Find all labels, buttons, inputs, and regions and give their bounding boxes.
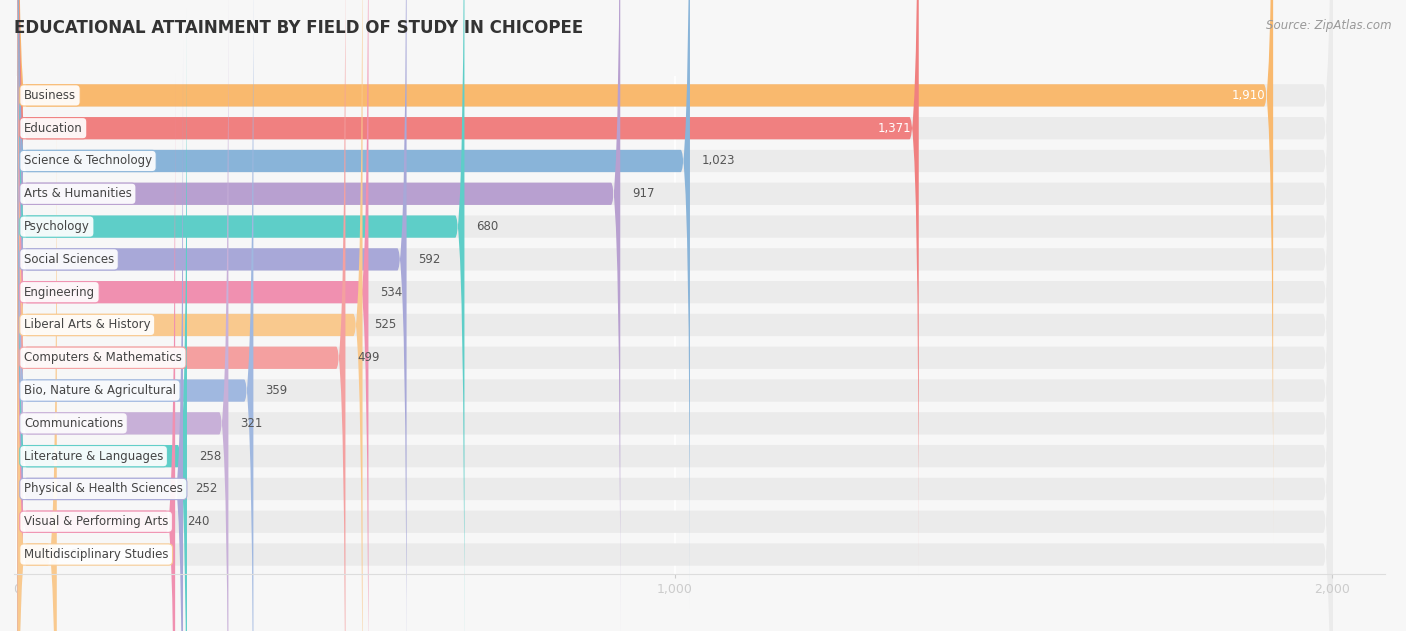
- Text: 321: 321: [240, 417, 263, 430]
- Text: 917: 917: [633, 187, 655, 200]
- Text: 680: 680: [477, 220, 499, 233]
- Text: Arts & Humanities: Arts & Humanities: [24, 187, 132, 200]
- Text: Multidisciplinary Studies: Multidisciplinary Studies: [24, 548, 169, 561]
- FancyBboxPatch shape: [17, 107, 1333, 631]
- Text: Literature & Languages: Literature & Languages: [24, 450, 163, 463]
- FancyBboxPatch shape: [17, 0, 346, 631]
- FancyBboxPatch shape: [17, 0, 1333, 631]
- FancyBboxPatch shape: [17, 0, 368, 631]
- FancyBboxPatch shape: [17, 0, 1333, 631]
- Text: 240: 240: [187, 516, 209, 528]
- Text: Psychology: Psychology: [24, 220, 90, 233]
- FancyBboxPatch shape: [17, 0, 1274, 543]
- FancyBboxPatch shape: [17, 0, 1333, 631]
- FancyBboxPatch shape: [17, 0, 620, 631]
- Text: 499: 499: [357, 351, 380, 364]
- FancyBboxPatch shape: [17, 41, 1333, 631]
- FancyBboxPatch shape: [17, 0, 690, 609]
- FancyBboxPatch shape: [17, 0, 918, 576]
- Text: Social Sciences: Social Sciences: [24, 253, 114, 266]
- Text: Source: ZipAtlas.com: Source: ZipAtlas.com: [1267, 19, 1392, 32]
- Text: 525: 525: [374, 319, 396, 331]
- Text: Engineering: Engineering: [24, 286, 96, 298]
- Text: Communications: Communications: [24, 417, 124, 430]
- Text: 359: 359: [266, 384, 287, 397]
- FancyBboxPatch shape: [17, 8, 187, 631]
- Text: 592: 592: [419, 253, 441, 266]
- Text: 1,023: 1,023: [702, 155, 735, 167]
- Text: Liberal Arts & History: Liberal Arts & History: [24, 319, 150, 331]
- Text: 258: 258: [198, 450, 221, 463]
- Text: 1,910: 1,910: [1232, 89, 1265, 102]
- Text: 60: 60: [69, 548, 83, 561]
- Text: Bio, Nature & Agricultural: Bio, Nature & Agricultural: [24, 384, 176, 397]
- FancyBboxPatch shape: [17, 0, 464, 631]
- FancyBboxPatch shape: [17, 0, 1333, 631]
- FancyBboxPatch shape: [17, 107, 56, 631]
- Text: Physical & Health Sciences: Physical & Health Sciences: [24, 483, 183, 495]
- Text: Computers & Mathematics: Computers & Mathematics: [24, 351, 181, 364]
- FancyBboxPatch shape: [17, 0, 1333, 631]
- FancyBboxPatch shape: [17, 0, 1333, 631]
- FancyBboxPatch shape: [17, 0, 1333, 631]
- FancyBboxPatch shape: [17, 74, 176, 631]
- Text: Science & Technology: Science & Technology: [24, 155, 152, 167]
- FancyBboxPatch shape: [17, 0, 1333, 543]
- FancyBboxPatch shape: [17, 0, 1333, 631]
- Text: Education: Education: [24, 122, 83, 134]
- Text: Visual & Performing Arts: Visual & Performing Arts: [24, 516, 169, 528]
- FancyBboxPatch shape: [17, 0, 1333, 576]
- Text: 1,371: 1,371: [877, 122, 911, 134]
- Text: 252: 252: [195, 483, 218, 495]
- FancyBboxPatch shape: [17, 74, 1333, 631]
- Text: EDUCATIONAL ATTAINMENT BY FIELD OF STUDY IN CHICOPEE: EDUCATIONAL ATTAINMENT BY FIELD OF STUDY…: [14, 19, 583, 37]
- FancyBboxPatch shape: [17, 41, 183, 631]
- FancyBboxPatch shape: [17, 0, 363, 631]
- Text: 534: 534: [380, 286, 402, 298]
- FancyBboxPatch shape: [17, 0, 406, 631]
- FancyBboxPatch shape: [17, 0, 1333, 609]
- FancyBboxPatch shape: [17, 8, 1333, 631]
- Text: Business: Business: [24, 89, 76, 102]
- FancyBboxPatch shape: [17, 0, 253, 631]
- FancyBboxPatch shape: [17, 0, 228, 631]
